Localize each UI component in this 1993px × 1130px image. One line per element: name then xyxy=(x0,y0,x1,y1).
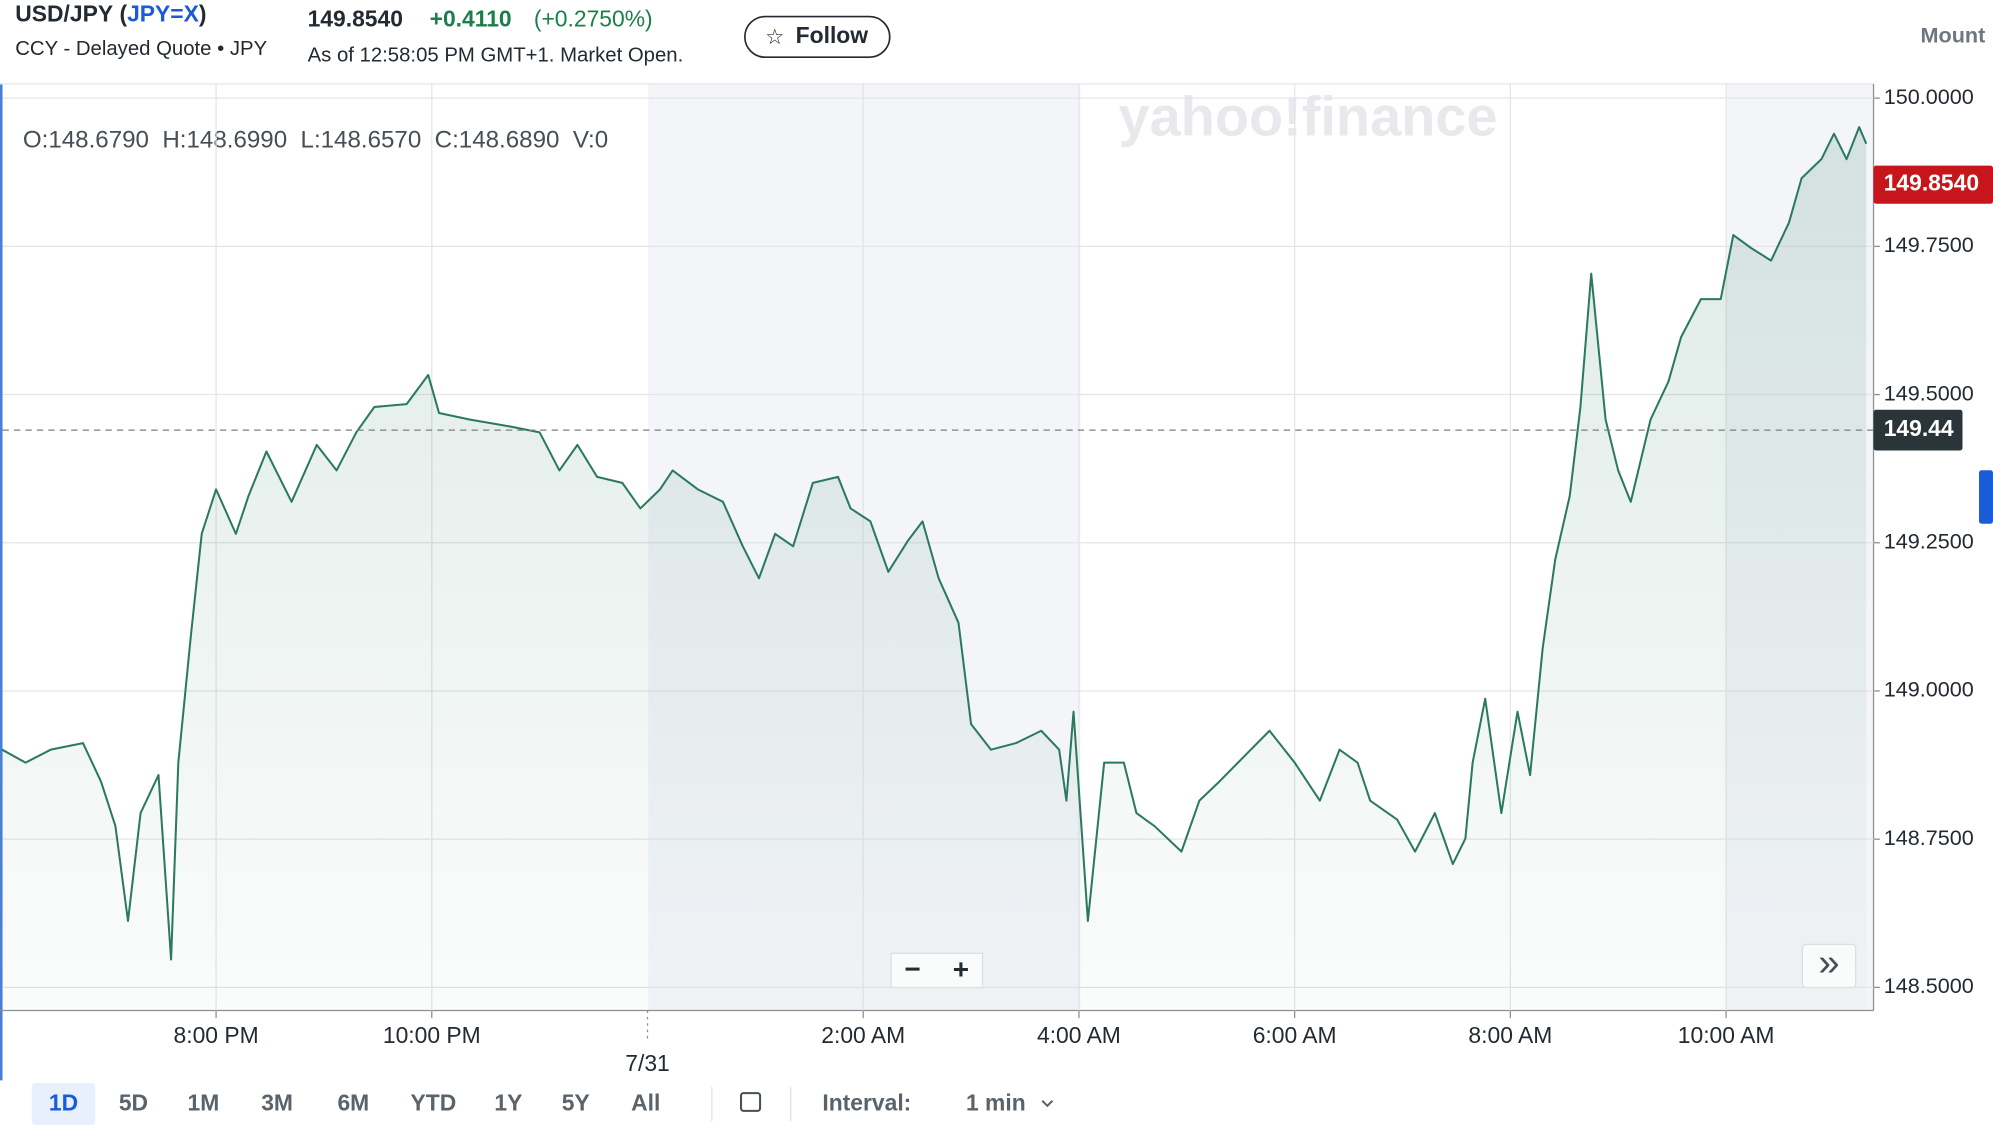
symbol-name: USD/JPY xyxy=(15,0,113,26)
y-tick-label: 149.5000 xyxy=(1884,380,1974,405)
paren: ( xyxy=(119,0,127,26)
y-tick-label: 150.0000 xyxy=(1884,84,1974,109)
x-tick-label: 2:00 AM xyxy=(821,1022,905,1048)
ticker[interactable]: JPY=X xyxy=(127,0,200,26)
range-button[interactable]: 3M xyxy=(261,1090,293,1116)
change-pct: (+0.2750%) xyxy=(534,5,653,31)
range-selected-bg xyxy=(31,1082,96,1125)
prev-close-tag xyxy=(1873,409,1963,451)
y-tick-label: 149.7500 xyxy=(1884,232,1974,257)
y-tick-label: 149.0000 xyxy=(1884,677,1974,702)
symbol: USD/JPY (JPY=X) xyxy=(15,0,206,26)
paren: ) xyxy=(199,0,207,26)
y-tick-label: 149.2500 xyxy=(1884,528,1974,553)
follow-button[interactable] xyxy=(744,15,891,59)
chart: 148.5000 148.7500 149.0000 149.2500 149.5000… xyxy=(1,84,1993,1076)
range-button[interactable]: YTD xyxy=(411,1090,457,1116)
y-tick-label: 148.5000 xyxy=(1884,973,1974,998)
range-button[interactable]: 5Y xyxy=(562,1090,590,1116)
nav-item[interactable]: Mount xyxy=(1921,23,1986,48)
x-tick-label: 8:00 PM xyxy=(174,1022,259,1048)
range-button[interactable]: 1D xyxy=(49,1090,78,1116)
star-icon: ☆ xyxy=(765,24,784,49)
price-line xyxy=(1,126,1868,961)
as-of: As of 12:58:05 PM GMT+1. Market Open. xyxy=(308,44,684,66)
range-button[interactable]: 6M xyxy=(337,1090,369,1116)
x-tick-label: 10:00 PM xyxy=(383,1022,481,1048)
y-tick-label: 148.7500 xyxy=(1884,825,1974,850)
price-tag-label: 149.8540 xyxy=(1884,170,1979,196)
side-tab[interactable] xyxy=(1979,470,1993,524)
range-button[interactable]: All xyxy=(631,1090,660,1116)
area xyxy=(2,127,1867,1011)
follow-label[interactable]: Follow xyxy=(796,22,869,48)
chevron xyxy=(1041,1100,1054,1108)
x-tick-label: 8:00 AM xyxy=(1468,1022,1552,1048)
price: 149.8540 xyxy=(308,5,403,31)
price-tag xyxy=(1873,165,1993,204)
prev-close-label: 149.44 xyxy=(1884,415,1954,441)
subtitle: CCY - Delayed Quote • JPY xyxy=(15,38,267,60)
interval-label: Interval: xyxy=(822,1090,911,1116)
x-tick-label: 10:00 AM xyxy=(1678,1022,1775,1048)
interval-value[interactable]: 1 min xyxy=(966,1090,1026,1116)
range-button[interactable]: 1M xyxy=(187,1090,219,1116)
x-tick-label: 7/31 xyxy=(625,1050,670,1076)
x-tick-label: 6:00 AM xyxy=(1253,1022,1337,1048)
range-button[interactable]: 1Y xyxy=(494,1090,522,1116)
ohlc: O:148.6790 H:148.6990 L:148.6570 C:148.6… xyxy=(23,126,608,153)
change: +0.4110 xyxy=(430,5,512,31)
range-button[interactable]: 5D xyxy=(119,1090,148,1116)
watermark: yahoo!finance xyxy=(1119,85,1498,148)
calendar-icon[interactable] xyxy=(740,1092,762,1112)
x-tick-label: 4:00 AM xyxy=(1037,1022,1121,1048)
